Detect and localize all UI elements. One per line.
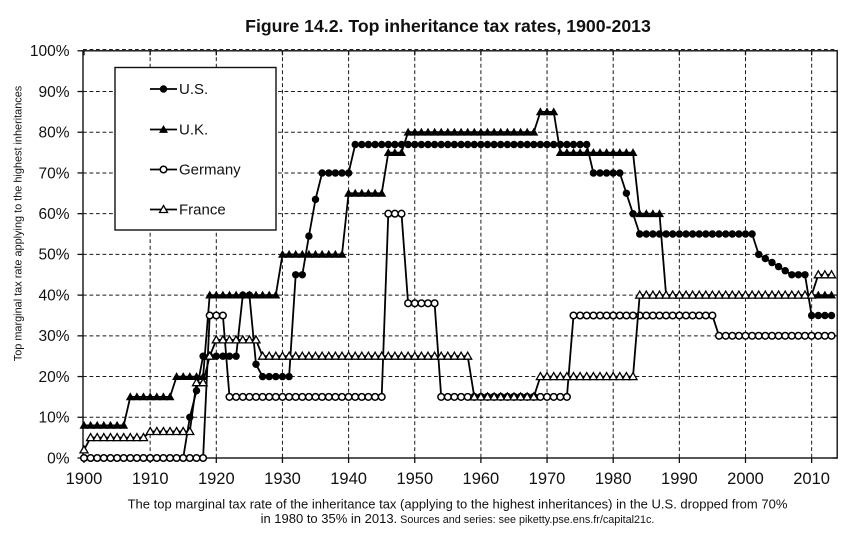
- svg-text:40%: 40%: [38, 287, 69, 304]
- svg-text:1960: 1960: [463, 470, 500, 488]
- svg-text:Figure 14.2. Top inheritance t: Figure 14.2. Top inheritance tax rates, …: [245, 16, 651, 36]
- svg-text:Germany: Germany: [179, 162, 241, 179]
- svg-text:2000: 2000: [727, 470, 764, 488]
- svg-text:0%: 0%: [47, 450, 70, 467]
- svg-text:2010: 2010: [793, 470, 830, 488]
- svg-text:70%: 70%: [38, 165, 69, 182]
- svg-text:1910: 1910: [132, 470, 169, 488]
- svg-text:90%: 90%: [38, 84, 69, 101]
- svg-text:1920: 1920: [198, 470, 235, 488]
- svg-text:20%: 20%: [38, 369, 69, 386]
- svg-text:1950: 1950: [396, 470, 433, 488]
- svg-text:1900: 1900: [66, 470, 103, 488]
- svg-text:1930: 1930: [264, 470, 301, 488]
- svg-text:80%: 80%: [38, 125, 69, 142]
- svg-text:in 1980 to 35% in 2013. Source: in 1980 to 35% in 2013. Sources and seri…: [261, 511, 655, 526]
- svg-text:1980: 1980: [595, 470, 632, 488]
- svg-text:France: France: [179, 202, 226, 219]
- svg-text:Top marginal tax rate applying: Top marginal tax rate applying to the hi…: [13, 85, 25, 361]
- svg-text:30%: 30%: [38, 328, 69, 345]
- svg-text:60%: 60%: [38, 206, 69, 223]
- svg-text:1990: 1990: [661, 470, 698, 488]
- svg-text:10%: 10%: [38, 410, 69, 427]
- svg-text:50%: 50%: [38, 247, 69, 264]
- svg-text:U.S.: U.S.: [179, 81, 208, 98]
- svg-text:1940: 1940: [330, 470, 367, 488]
- svg-text:100%: 100%: [30, 43, 70, 60]
- svg-text:The top marginal tax rate of t: The top marginal tax rate of the inherit…: [128, 497, 788, 512]
- svg-text:U.K.: U.K.: [179, 122, 208, 139]
- svg-text:1970: 1970: [529, 470, 566, 488]
